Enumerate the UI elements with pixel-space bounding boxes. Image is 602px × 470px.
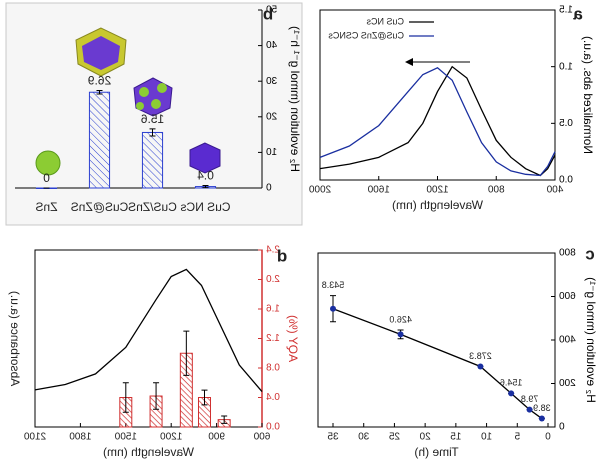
x-tick-label: 5: [514, 432, 520, 443]
error-bar: [149, 128, 156, 137]
y-tick-label: 0: [266, 183, 272, 194]
x-tick-label: ZnS: [35, 200, 57, 214]
marker: [397, 331, 404, 338]
y-tick-label: 1.2: [266, 333, 280, 344]
marker: [477, 363, 484, 370]
x-tick-label: 400: [546, 185, 563, 196]
panel-label: c: [585, 244, 594, 263]
y-tick-label: 0.0: [266, 422, 280, 433]
y-tick-label: 0.8: [266, 363, 280, 374]
marker: [508, 390, 515, 397]
error-bar: [153, 382, 160, 410]
value-label: 278.3: [469, 351, 492, 361]
x-tick-label: 30: [358, 432, 370, 443]
y-tick-label: 800: [559, 248, 576, 259]
value-label: 426.0: [389, 314, 412, 324]
marker: [538, 415, 545, 422]
x-axis-label: Wavelength (nm): [392, 198, 483, 212]
value-label: 15.6: [140, 112, 164, 126]
y-tick-label: 0.0: [559, 175, 573, 186]
y-tick-label: 0.5: [559, 118, 573, 129]
value-label: 543.8: [322, 280, 345, 290]
y-tick-label: 1.5: [559, 5, 573, 16]
marker: [330, 305, 336, 312]
x-tick-label: 20: [419, 432, 431, 443]
x-tick-label: 1200: [426, 185, 449, 196]
error-bar: [122, 382, 129, 413]
y-axis-label: Normalized abs. (a.u.): [581, 36, 595, 154]
value-label: 38.9: [533, 403, 551, 413]
panel-label: d: [277, 246, 287, 265]
series-line: [332, 308, 543, 420]
y-tick-label: 400: [559, 335, 576, 346]
y-tick-label: 0: [559, 422, 565, 433]
y-tick-label: 200: [559, 378, 576, 389]
error-bar: [201, 389, 208, 406]
legend-label: CuS@ZnS CSNCs: [328, 30, 404, 40]
legend-label: CuS NCs: [366, 16, 404, 26]
x-tick-label: CuS/ZnS: [128, 200, 177, 214]
x-axis-label: Time (h): [414, 445, 458, 459]
x-tick-label: 15: [450, 432, 462, 443]
x-tick-label: 10: [481, 432, 493, 443]
panel-label: a: [573, 4, 583, 23]
x-tick-label: CuS@ZnS: [71, 200, 129, 214]
marker: [526, 406, 533, 413]
x-tick-label: 1200: [160, 432, 183, 443]
x-tick-label: 600: [253, 432, 270, 443]
bar: [141, 131, 164, 189]
series-line: [319, 65, 556, 177]
y-tick-label: 2.0: [266, 274, 280, 285]
x-tick-label: 800: [487, 185, 504, 196]
series-line: [34, 268, 263, 393]
x-tick-label: 1500: [114, 432, 137, 443]
y-axis-label: H₂ evolution (mmol g⁻¹ h⁻¹): [288, 26, 302, 172]
x-tick-label: CuS NCs: [180, 200, 230, 214]
y-tick-label: 50: [266, 5, 278, 16]
x-tick-label: 35: [327, 432, 339, 443]
value-label: 26.9: [87, 74, 111, 88]
x-tick-label: 25: [388, 432, 400, 443]
x-tick-label: 900: [208, 432, 225, 443]
y-axis-label: AQY (%): [286, 315, 300, 362]
y-tick-label: 2.4: [266, 245, 280, 256]
y-tick-label: 30: [266, 76, 278, 87]
x-tick-label: 1600: [367, 185, 390, 196]
y-tick-label: 10: [266, 147, 278, 158]
value-label: 0: [43, 171, 50, 185]
x-tick-label: 0: [545, 432, 551, 443]
series-line: [319, 67, 556, 177]
value-label: 154.6: [500, 378, 523, 388]
plot-frame: [34, 249, 263, 428]
bar: [88, 91, 111, 189]
x-tick-label: 2000: [308, 185, 331, 196]
error-bar: [183, 330, 190, 376]
error-bar: [96, 89, 103, 95]
y-tick-label: 600: [559, 291, 576, 302]
y-tick-label: 40: [266, 40, 278, 51]
y-tick-label: 1.6: [266, 304, 280, 315]
y-axis-label: H₂ evolution (mmol g⁻¹): [584, 277, 598, 403]
y-tick-label: 1.0: [559, 61, 573, 72]
y-tick-label: 0.4: [266, 392, 280, 403]
value-label: 0.4: [197, 169, 214, 183]
error-bar: [202, 185, 209, 189]
particle-icons: [35, 27, 221, 176]
x-axis-label: Wavelength (nm): [103, 445, 194, 459]
y2-axis-label: Absorbance (a.u.): [8, 291, 22, 386]
error-bar: [221, 415, 228, 424]
x-tick-label: 1800: [69, 432, 92, 443]
value-label: 79.8: [521, 394, 539, 404]
x-tick-label: 2100: [23, 432, 46, 443]
panel-label: b: [263, 4, 273, 23]
y-tick-label: 20: [266, 111, 278, 122]
arrow: [405, 58, 470, 66]
